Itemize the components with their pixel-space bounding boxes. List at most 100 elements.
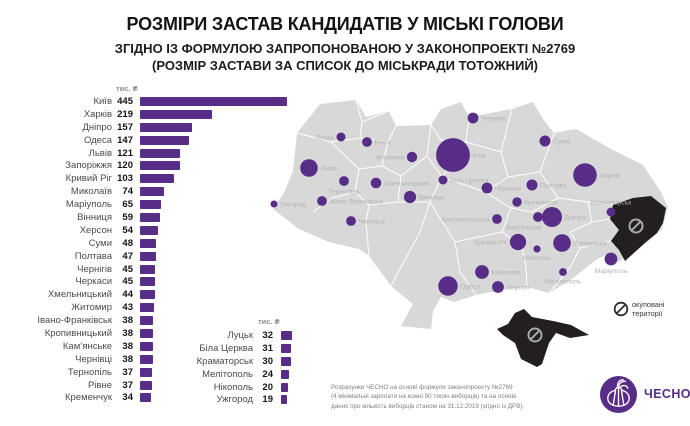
city-value: 32 — [262, 329, 273, 341]
city-label: Нікополь — [213, 381, 253, 393]
map-city-label: Маріуполь — [594, 267, 627, 275]
value-bar — [140, 200, 162, 210]
chart-row: Суми 48 — [0, 237, 287, 250]
value-bar — [140, 277, 155, 287]
map-city-label: Ужгород — [280, 201, 306, 208]
city-value: 19 — [262, 394, 273, 406]
chart-row: Херсон 54 — [0, 224, 287, 237]
city-label: Хмельницький — [47, 289, 112, 301]
map-city-marker — [509, 233, 527, 251]
city-label: Рівне — [87, 379, 112, 391]
city-value: 121 — [117, 147, 133, 159]
value-bar — [140, 264, 155, 274]
map-city-marker — [300, 159, 318, 177]
no-entry-icon-crimea — [527, 327, 543, 343]
city-label: Житомир — [71, 302, 112, 314]
city-label: Львів — [88, 147, 112, 159]
map-city-label: Луцьк — [316, 134, 334, 141]
city-label: Запоріжжя — [65, 160, 112, 172]
map-city-label: Київ — [472, 152, 486, 159]
map-city-label: Кам’янське — [507, 224, 542, 231]
chart-row: Біла Церква 31 — [150, 342, 292, 355]
chart-row: Тернопіль 37 — [0, 366, 287, 379]
chart-row: Дніпро 157 — [0, 121, 287, 134]
city-value: 37 — [122, 366, 133, 378]
city-value: 38 — [122, 353, 133, 365]
value-bar — [281, 356, 291, 366]
value-bar — [140, 290, 155, 300]
map-city-marker — [406, 151, 418, 163]
city-label: Херсон — [79, 224, 112, 236]
value-bar — [140, 303, 155, 313]
value-bar — [140, 174, 174, 184]
map-city-marker — [370, 177, 382, 189]
map-city-label: Хмельницький — [384, 179, 430, 187]
city-value: 74 — [122, 186, 133, 198]
bar-chart-primary-rows: Київ 445 Харків 219 Дніпро 157 Одеса 147 Львів 12… — [0, 95, 287, 404]
city-label: Харків — [83, 108, 112, 120]
map-city-marker — [526, 179, 538, 191]
city-value: 44 — [122, 289, 133, 301]
map-city-marker — [467, 112, 479, 124]
city-label: Чернігів — [77, 263, 112, 275]
city-value: 20 — [262, 381, 273, 393]
map-city-marker — [336, 132, 346, 142]
map-city-label: Львів — [320, 164, 337, 172]
subtitle-line-2: (РОЗМІР ЗАСТАВИ ЗА СПИСОК ДО МІСЬКРАДИ Т… — [151, 58, 539, 73]
map-city-label: Суми — [553, 138, 570, 145]
map-city-label: Рівне — [374, 138, 391, 146]
map-city-marker — [438, 276, 458, 296]
value-bar — [140, 393, 152, 403]
chart-row: Львів 121 — [0, 147, 287, 160]
map-city-marker — [492, 281, 504, 293]
city-value: 34 — [122, 392, 133, 404]
city-value: 65 — [122, 199, 133, 211]
oblast-borders — [296, 99, 614, 296]
value-bar — [140, 354, 153, 364]
value-bar — [140, 148, 180, 158]
map-city-marker — [542, 207, 562, 227]
legend-label-line-2: території — [632, 309, 662, 318]
chart-row: Краматорськ 30 — [150, 355, 292, 368]
value-bar — [140, 238, 156, 248]
value-bar — [140, 212, 160, 222]
city-label: Маріуполь — [65, 199, 112, 211]
city-value: 38 — [122, 315, 133, 327]
value-bar — [281, 382, 288, 392]
city-value: 37 — [122, 379, 133, 391]
ukraine-land — [273, 100, 668, 329]
chart-row: Кривий Ріг 103 — [0, 172, 287, 185]
map-city-label: Херсон — [506, 284, 529, 291]
value-bar — [281, 330, 292, 340]
city-value: 120 — [117, 160, 133, 172]
no-entry-icon-donbas — [628, 218, 644, 234]
chart-row: Черкаси 45 — [0, 275, 287, 288]
value-bar — [281, 369, 289, 379]
map-legend: окуповані території — [613, 300, 665, 318]
occupied-region-donbas — [610, 196, 666, 261]
value-bar — [140, 328, 153, 338]
value-bar — [140, 135, 189, 145]
city-value: 59 — [122, 211, 133, 223]
disclaimer-line: Розрахунки ЧЕСНО на основі формули закон… — [331, 384, 513, 391]
map-city-label: Біла Церква — [450, 176, 489, 184]
city-label: Дніпро — [82, 121, 112, 133]
city-label: Кременчук — [64, 392, 112, 404]
map-city-label: Кременчук — [524, 199, 558, 206]
city-value: 45 — [122, 263, 133, 275]
city-label: Вінниця — [77, 211, 112, 223]
map-city-marker — [512, 197, 522, 207]
city-value: 54 — [122, 224, 133, 236]
chart-row: Луцьк 32 — [150, 329, 292, 342]
chart-row: Кропивницький 38 — [0, 327, 287, 340]
subtitle-line-1: ЗГІДНО ІЗ ФОРМУЛОЮ ЗАПРОПОНОВАНОЮ У ЗАКО… — [114, 41, 576, 56]
map-city-markers: Київ Харків Дніпро Одеса Львів Запоріжжя Криви… — [270, 112, 631, 296]
value-bar — [140, 161, 180, 171]
city-label: Біла Церква — [199, 342, 253, 354]
map-city-label: Тернопіль — [328, 187, 360, 195]
map-city-marker — [553, 234, 571, 252]
chart-row: Кам’янське 38 — [0, 340, 287, 353]
value-bar — [140, 122, 192, 132]
garlic-icon — [600, 375, 637, 413]
page-title: РОЗМІРИ ЗАСТАВ КАНДИДАТІВ У МІСЬКІ ГОЛОВ… — [126, 14, 564, 34]
